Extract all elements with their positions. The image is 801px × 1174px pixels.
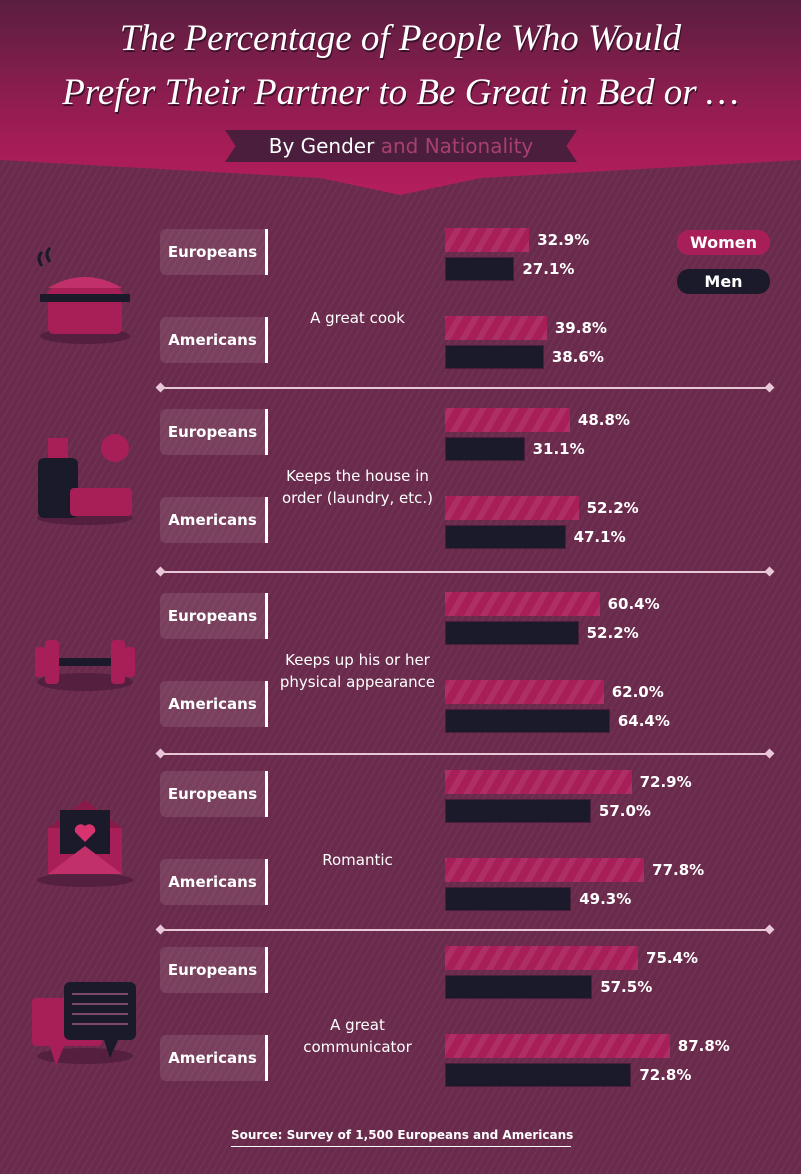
bar-men xyxy=(445,525,566,549)
nationality-label: Europeans xyxy=(160,409,268,455)
bar-men xyxy=(445,437,525,461)
subtitle-part-2: and Nationality xyxy=(380,134,534,158)
bar-women xyxy=(445,1034,670,1058)
value-label-women: 75.4% xyxy=(646,949,699,967)
category-label: A great cook xyxy=(310,309,405,327)
section-divider xyxy=(160,387,770,389)
category-group: Romantic Europeans 72.9% 57.0% Americans 77.8… xyxy=(0,770,801,931)
bar-men xyxy=(445,975,593,999)
value-label-men: 57.5% xyxy=(600,978,653,996)
bar-men xyxy=(445,345,544,369)
page-title: The Percentage of People Who Would Prefe… xyxy=(0,12,801,120)
bar-women xyxy=(445,408,570,432)
bar-men xyxy=(445,887,572,911)
love-letter-icon xyxy=(37,800,133,887)
title-line-2: Prefer Their Partner to Be Great in Bed … xyxy=(62,72,739,113)
nationality-label: Europeans xyxy=(160,947,268,993)
value-label-women: 87.8% xyxy=(677,1037,730,1055)
bar-women xyxy=(445,858,645,882)
category-group: Keeps the house in order (laundry, etc.)… xyxy=(0,408,801,573)
title-line-1: The Percentage of People Who Would xyxy=(119,18,682,59)
category-group: A great cook Europeans 32.9% 27.1% Americans… xyxy=(0,228,801,389)
bar-men xyxy=(445,799,591,823)
legend-women: Women xyxy=(677,230,770,255)
value-label-men: 47.1% xyxy=(573,528,626,546)
nationality-label: Americans xyxy=(160,681,268,727)
bar-women xyxy=(445,316,547,340)
cooking-pot-icon xyxy=(37,246,130,344)
category-group: Keeps up his or her physical appearance E… xyxy=(0,592,801,755)
dumbbell-icon xyxy=(35,640,135,691)
bar-women xyxy=(445,770,632,794)
category-label: Keeps up his or her physical appearance xyxy=(279,651,436,691)
source-note: Source: Survey of 1,500 Europeans and Am… xyxy=(231,1128,573,1147)
bar-men xyxy=(445,1063,632,1087)
value-label-women: 62.0% xyxy=(611,683,664,701)
bar-men xyxy=(445,257,515,281)
cleaning-spray-icon xyxy=(37,434,133,525)
nationality-label: Americans xyxy=(160,317,268,363)
nationality-label: Americans xyxy=(160,859,268,905)
value-label-men: 31.1% xyxy=(532,440,585,458)
category-label: Romantic xyxy=(322,851,393,869)
value-label-men: 27.1% xyxy=(522,260,575,278)
category-label: A great communicator xyxy=(303,1016,412,1056)
header-banner xyxy=(0,0,801,195)
bar-men xyxy=(445,709,610,733)
category-group: A great communicator Europeans 75.4% 57.5% A… xyxy=(0,946,801,1106)
bar-men xyxy=(445,621,579,645)
nationality-label: Americans xyxy=(160,497,268,543)
nationality-label: Europeans xyxy=(160,593,268,639)
value-label-women: 32.9% xyxy=(537,231,590,249)
value-label-men: 57.0% xyxy=(598,802,651,820)
value-label-women: 52.2% xyxy=(586,499,639,517)
bar-women xyxy=(445,228,530,252)
value-label-women: 72.9% xyxy=(639,773,692,791)
nationality-label: Europeans xyxy=(160,229,268,275)
section-divider xyxy=(160,929,770,931)
bar-women xyxy=(445,592,600,616)
subtitle-ribbon: By Gender and Nationality xyxy=(225,130,577,162)
value-label-men: 49.3% xyxy=(579,890,632,908)
value-label-women: 77.8% xyxy=(652,861,705,879)
chat-bubbles-icon xyxy=(32,982,136,1066)
value-label-women: 48.8% xyxy=(577,411,630,429)
nationality-label: Europeans xyxy=(160,771,268,817)
bar-women xyxy=(445,496,579,520)
section-divider xyxy=(160,571,770,573)
bar-women xyxy=(445,680,604,704)
subtitle-part-1: By Gender xyxy=(268,134,375,158)
value-label-women: 60.4% xyxy=(607,595,660,613)
value-label-men: 52.2% xyxy=(586,624,639,642)
value-label-men: 38.6% xyxy=(551,348,604,366)
value-label-men: 72.8% xyxy=(639,1066,692,1084)
value-label-women: 39.8% xyxy=(554,319,607,337)
legend-men: Men xyxy=(677,269,770,294)
bar-women xyxy=(445,946,639,970)
category-label: Keeps the house in order (laundry, etc.) xyxy=(281,467,434,507)
section-divider xyxy=(160,753,770,755)
nationality-label: Americans xyxy=(160,1035,268,1081)
value-label-men: 64.4% xyxy=(617,712,670,730)
